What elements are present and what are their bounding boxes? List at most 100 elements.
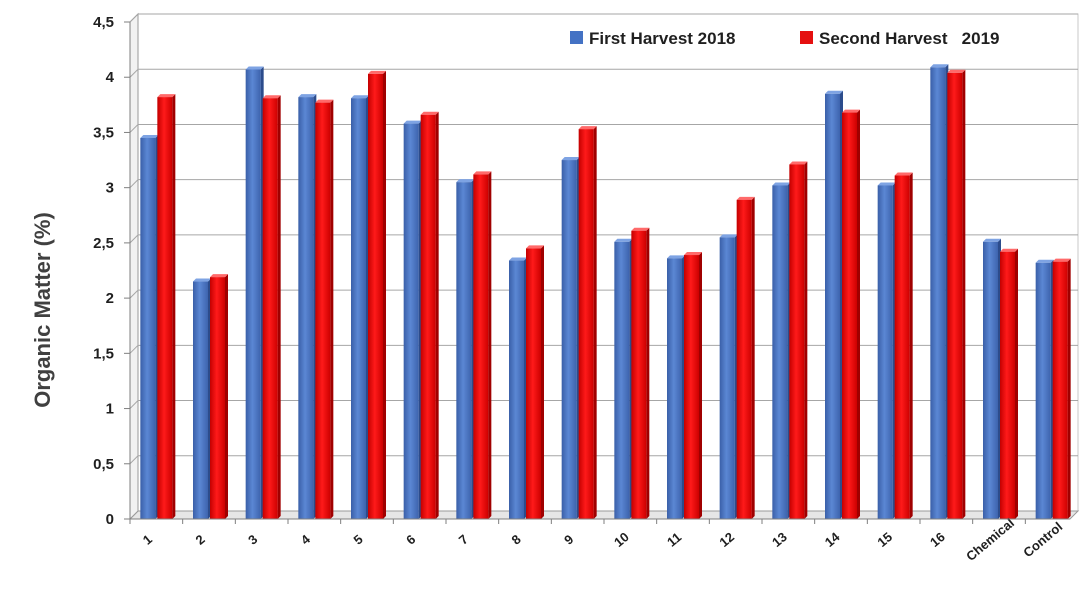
bar-face — [894, 175, 910, 520]
bar-first-harvest-7 — [456, 179, 475, 519]
bar-first-harvest-3 — [245, 66, 264, 519]
bar-first-harvest-1 — [140, 134, 159, 519]
x-tick-label: Chemical — [963, 515, 1017, 564]
bar-second-harvest-2 — [210, 274, 228, 519]
y-tick-label: 1,5 — [93, 345, 114, 362]
bar-top — [157, 94, 176, 98]
legend-swatch-first-harvest — [570, 31, 583, 44]
bar-face — [420, 114, 436, 520]
bar-first-harvest-15 — [877, 182, 896, 520]
bar-face — [736, 199, 752, 519]
x-tick-label: 2 — [193, 531, 208, 547]
plot-back-wall — [137, 13, 1079, 512]
bar-side — [435, 111, 439, 520]
bar-top — [842, 109, 860, 113]
bar-second-harvest-Chemical — [1000, 248, 1018, 520]
bar-first-harvest-4 — [298, 94, 317, 519]
bars — [140, 64, 1071, 520]
bar-top — [1000, 248, 1018, 252]
bar-second-harvest-1 — [157, 94, 176, 519]
bar-top — [667, 255, 685, 259]
bar-face — [210, 277, 225, 519]
bar-top — [193, 278, 211, 282]
bar-top — [719, 234, 738, 238]
legend-swatch-second-harvest — [800, 31, 813, 44]
bar-face — [983, 241, 998, 520]
bar-face — [842, 112, 857, 519]
x-tick-label: 12 — [716, 529, 737, 550]
bar-face — [157, 97, 173, 519]
bar-top — [930, 64, 949, 68]
y-axis-label: Organic Matter (%) — [30, 212, 55, 408]
gridline — [129, 123, 1078, 133]
bar-top — [578, 126, 597, 130]
bar-side — [488, 171, 492, 519]
bar-first-harvest-Chemical — [983, 238, 1001, 520]
gridline — [129, 179, 1078, 189]
bar-first-harvest-16 — [930, 64, 949, 519]
bar-top — [509, 257, 527, 261]
bar-top — [684, 252, 702, 256]
x-tick-label: 10 — [611, 529, 632, 550]
bar-top — [825, 90, 843, 94]
bar-side — [1067, 258, 1071, 519]
gridline — [129, 68, 1078, 78]
bar-side — [330, 99, 334, 519]
bar-side — [804, 161, 808, 519]
gridline — [129, 13, 1078, 23]
x-tick-label: 8 — [509, 531, 524, 547]
bar-side — [699, 252, 702, 519]
bar-second-harvest-7 — [473, 171, 492, 519]
bar-top — [245, 66, 264, 70]
bar-top — [983, 238, 1001, 242]
bar-side — [593, 126, 597, 520]
bar-first-harvest-11 — [667, 255, 685, 519]
x-tick-label: 6 — [403, 531, 418, 547]
bar-face — [930, 67, 946, 519]
gridline — [129, 234, 1078, 244]
bar-face — [245, 69, 261, 519]
y-axis-ticks: 0 0,5 1 1,5 2 2,5 3 3,5 4 4,5 — [93, 14, 131, 528]
legend-label-first-harvest: First Harvest 2018 — [589, 29, 735, 48]
bar-second-harvest-9 — [578, 126, 597, 520]
bar-second-harvest-3 — [262, 95, 281, 519]
bar-face — [526, 248, 541, 519]
bar-face — [578, 129, 594, 519]
bar-side — [1015, 248, 1018, 520]
bar-first-harvest-14 — [825, 90, 843, 520]
bar-face — [684, 255, 699, 519]
bar-side — [383, 70, 386, 520]
y-tick-label: 4 — [106, 69, 115, 86]
bar-second-harvest-12 — [736, 196, 755, 519]
bar-first-harvest-13 — [772, 182, 791, 520]
bar-top — [298, 94, 317, 98]
bar-top — [736, 196, 755, 200]
bar-top — [262, 95, 281, 99]
bar-face — [631, 230, 647, 520]
x-tick-label: 13 — [769, 529, 790, 550]
x-tick-label: Control — [1020, 519, 1065, 560]
bar-second-harvest-11 — [684, 252, 702, 519]
bar-face — [262, 98, 278, 519]
bar-face — [719, 237, 735, 519]
bar-second-harvest-6 — [420, 111, 439, 520]
gridline — [129, 400, 1078, 409]
bar-second-harvest-14 — [842, 109, 860, 519]
bar-second-harvest-10 — [631, 227, 650, 520]
gridline — [129, 344, 1078, 354]
bar-first-harvest-Control — [1035, 259, 1054, 519]
bar-face — [947, 72, 963, 519]
bar-face — [509, 260, 524, 519]
bar-face — [473, 174, 489, 519]
bar-top — [351, 95, 369, 99]
bar-side — [909, 172, 913, 520]
y-tick-label: 4,5 — [93, 14, 114, 31]
bar-top — [877, 182, 896, 186]
bar-face — [561, 160, 577, 520]
y-tick-label: 1 — [106, 401, 114, 418]
bar-top — [772, 182, 791, 186]
y-tick-label: 3 — [106, 180, 114, 197]
bar-face — [351, 98, 366, 519]
bar-face — [667, 258, 682, 519]
